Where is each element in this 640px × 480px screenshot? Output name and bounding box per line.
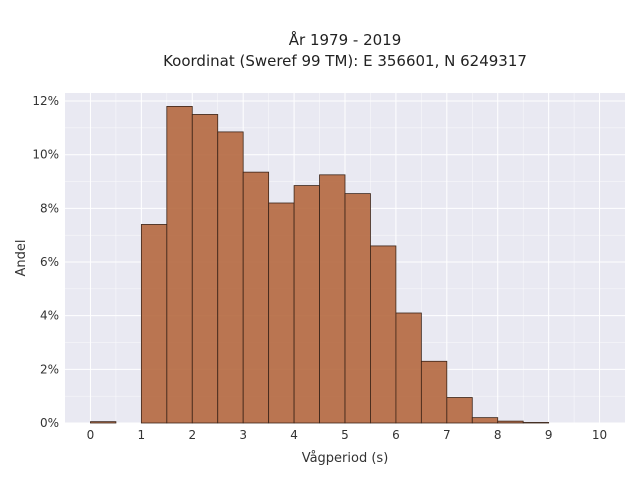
histogram-bar-10: [344, 193, 371, 424]
chart-title: År 1979 - 2019: [289, 30, 402, 49]
histogram-bar-3: [166, 106, 193, 424]
x-tick-label: 3: [239, 428, 247, 442]
histogram-bar-8: [293, 185, 320, 424]
x-tick-label: 4: [290, 428, 298, 442]
x-axis-label: Vågperiod (s): [302, 451, 389, 466]
histogram-bar-14: [446, 397, 473, 424]
histogram-bar-12: [395, 312, 422, 424]
x-tick-label: 10: [592, 428, 607, 442]
bars: [90, 106, 550, 424]
x-tick-label: 7: [443, 428, 451, 442]
y-tick-label: 0%: [40, 416, 59, 430]
x-tick-label: 1: [138, 428, 146, 442]
chart-subtitle: Koordinat (Sweref 99 TM): E 356601, N 62…: [163, 52, 527, 70]
y-tick-label: 2%: [40, 362, 59, 376]
x-tick-label: 2: [188, 428, 196, 442]
y-tick-label: 4%: [40, 309, 59, 323]
histogram-bar-7: [268, 202, 295, 424]
x-tick-label: 9: [545, 428, 553, 442]
y-tick-label: 12%: [32, 94, 59, 108]
x-tick-label: 6: [392, 428, 400, 442]
histogram-bar-4: [191, 114, 219, 424]
x-tick-label: 8: [494, 428, 502, 442]
y-tick-label: 8%: [40, 201, 59, 215]
y-axis-label: Andel: [14, 240, 29, 277]
histogram-bar-16: [497, 420, 524, 424]
histogram-bar-13: [420, 360, 448, 424]
histogram-bar-5: [217, 131, 244, 424]
histogram-bar-11: [370, 245, 397, 424]
histogram-bar-6: [242, 171, 270, 424]
histogram-bar-9: [319, 174, 346, 424]
y-tick-label: 10%: [32, 148, 59, 162]
y-tick-label: 6%: [40, 255, 59, 269]
y-ticks: 0% 2% 4% 6% 8% 10% 12%: [32, 94, 59, 430]
histogram-bar-2: [140, 224, 168, 424]
x-ticks: 0 1 2 3 4 5 6 7 8 9 10: [87, 428, 608, 442]
histogram-bar-17: [522, 422, 550, 424]
histogram-bar-15: [471, 417, 499, 424]
x-tick-label: 0: [87, 428, 95, 442]
histogram-bar-0: [90, 421, 117, 424]
x-tick-label: 5: [341, 428, 349, 442]
